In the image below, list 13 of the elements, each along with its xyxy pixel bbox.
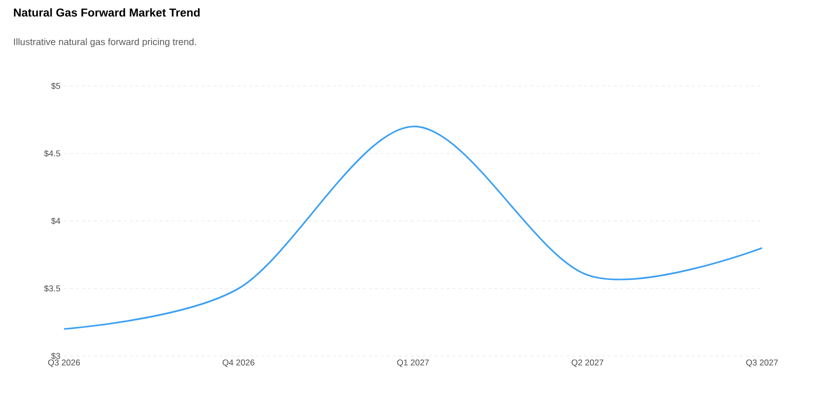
x-tick-label: Q1 2027 bbox=[397, 360, 429, 368]
x-tick-label: Q3 2027 bbox=[746, 360, 778, 368]
x-tick-label: Q2 2027 bbox=[572, 360, 604, 368]
x-tick-label: Q4 2026 bbox=[222, 360, 254, 368]
y-tick-label: $4.5 bbox=[44, 150, 60, 157]
y-tick-label: $5 bbox=[51, 82, 60, 90]
chart-subtitle: Illustrative natural gas forward pricing trend. bbox=[14, 38, 196, 48]
y-tick-label: $3 bbox=[51, 352, 60, 360]
x-tick-label: Q3 2026 bbox=[48, 360, 80, 368]
y-tick-label: $4 bbox=[51, 218, 60, 224]
y-tick-label: $3.5 bbox=[44, 285, 60, 292]
chart-title: Natural Gas Forward Market Trend bbox=[14, 8, 200, 17]
line-series bbox=[63, 126, 763, 330]
